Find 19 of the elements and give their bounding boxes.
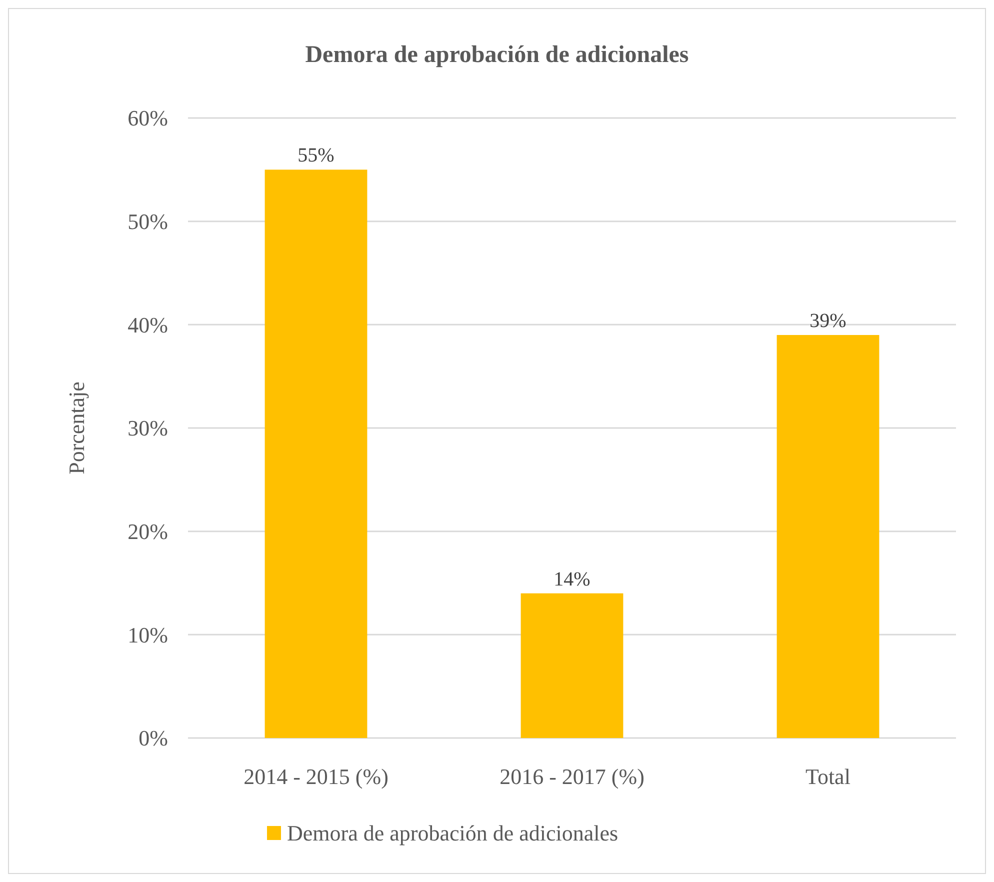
y-tick-label: 50% — [128, 209, 168, 234]
bar — [776, 335, 880, 738]
text: 39% — [810, 310, 846, 332]
y-tick-label: 0% — [138, 726, 168, 751]
y-axis-title: Porcentaje — [64, 382, 89, 474]
x-tick-label: Total — [806, 764, 850, 789]
legend-label: Demora de aprobación de adicionales — [287, 820, 618, 846]
y-tick-label: 20% — [128, 519, 168, 544]
chart-title: Demora de aprobación de adicionales — [305, 42, 689, 68]
y-tick-label: 40% — [128, 312, 168, 338]
bar — [264, 170, 368, 738]
y-tick-label: 10% — [128, 622, 168, 648]
text: 55% — [298, 144, 334, 167]
y-tick-label: 30% — [128, 416, 168, 441]
x-tick-label: 2014 - 2015 (%) — [244, 764, 388, 789]
y-tick-label: 60% — [128, 106, 168, 131]
x-tick-label: 2016 - 2017 (%) — [500, 764, 644, 789]
text: 14% — [554, 568, 590, 590]
bar — [520, 593, 624, 738]
